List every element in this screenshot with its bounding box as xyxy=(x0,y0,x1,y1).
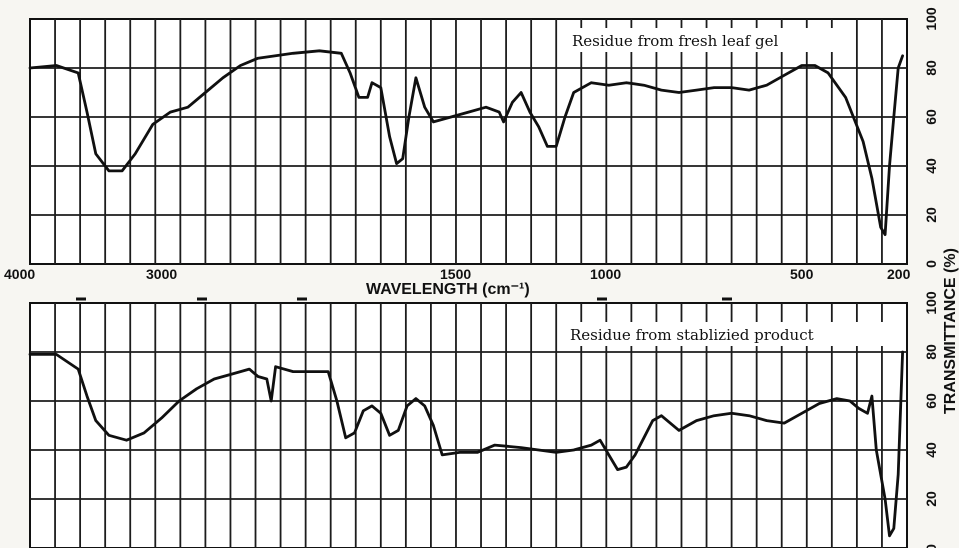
panel-label-background-bottom xyxy=(562,322,888,346)
y-axis-title: TRANSMITTANCE (%) xyxy=(942,248,959,414)
y-tick-label: 60 xyxy=(923,393,939,409)
x-tick-label-3000: 3000 xyxy=(146,266,177,282)
chart-panel-top: Residue from fresh leaf gel xyxy=(28,18,908,265)
y-tick-label: 60 xyxy=(923,109,939,125)
x-tick-label-500: 500 xyxy=(790,266,814,282)
horizontal-gridlines-bottom xyxy=(30,351,907,500)
y-tick-label: 0 xyxy=(923,544,939,548)
y-tick-label: 0 xyxy=(923,260,939,268)
y-tick-label: 80 xyxy=(923,60,939,76)
panel-label-background-top xyxy=(562,28,838,52)
y-tick-label: 40 xyxy=(923,158,939,174)
x-axis-title: WAVELENGTH (cm⁻¹) xyxy=(366,281,530,298)
x-tick-label-200: 200 xyxy=(887,266,911,282)
vertical-gridlines-top xyxy=(54,19,883,264)
chart-frame-top xyxy=(29,18,908,265)
y-tick-label: 80 xyxy=(923,344,939,360)
x-tick-label-4000: 4000 xyxy=(4,266,35,282)
series-line-fresh-leaf-gel xyxy=(28,49,904,236)
y-tick-label: 20 xyxy=(923,207,939,223)
horizontal-gridlines-top xyxy=(30,67,907,216)
y-axis-tick-labels: 0 20 40 60 80 100 0 20 40 60 80 100 xyxy=(923,7,939,548)
y-tick-label: 100 xyxy=(923,7,939,31)
y-tick-label: 40 xyxy=(923,442,939,458)
panel-label-bottom: Residue from stablizied product xyxy=(570,326,814,344)
panel-label-top: Residue from fresh leaf gel xyxy=(572,32,778,50)
x-tick-label-1500: 1500 xyxy=(440,266,471,282)
x-axis-tick-labels: 4000 3000 1500 1000 500 200 xyxy=(4,266,911,282)
series-line-stabilized-product xyxy=(28,350,904,538)
chart-panel-bottom: Residue from stablizied product xyxy=(28,302,908,548)
x-tick-label-1000: 1000 xyxy=(590,266,621,282)
y-tick-label: 100 xyxy=(923,291,939,315)
y-tick-label: 20 xyxy=(923,491,939,507)
